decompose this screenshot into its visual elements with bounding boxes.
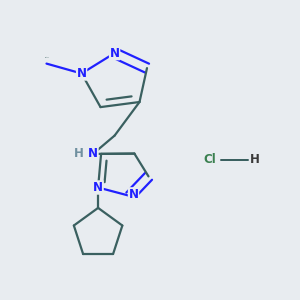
Text: N: N [128, 188, 139, 201]
Text: H: H [250, 153, 260, 166]
Text: Cl: Cl [204, 153, 216, 166]
Text: N: N [76, 67, 87, 80]
Text: N: N [93, 181, 103, 194]
Text: N: N [110, 46, 120, 60]
Text: N: N [88, 147, 98, 161]
Text: methyl: methyl [45, 57, 50, 58]
Text: H: H [74, 147, 83, 161]
